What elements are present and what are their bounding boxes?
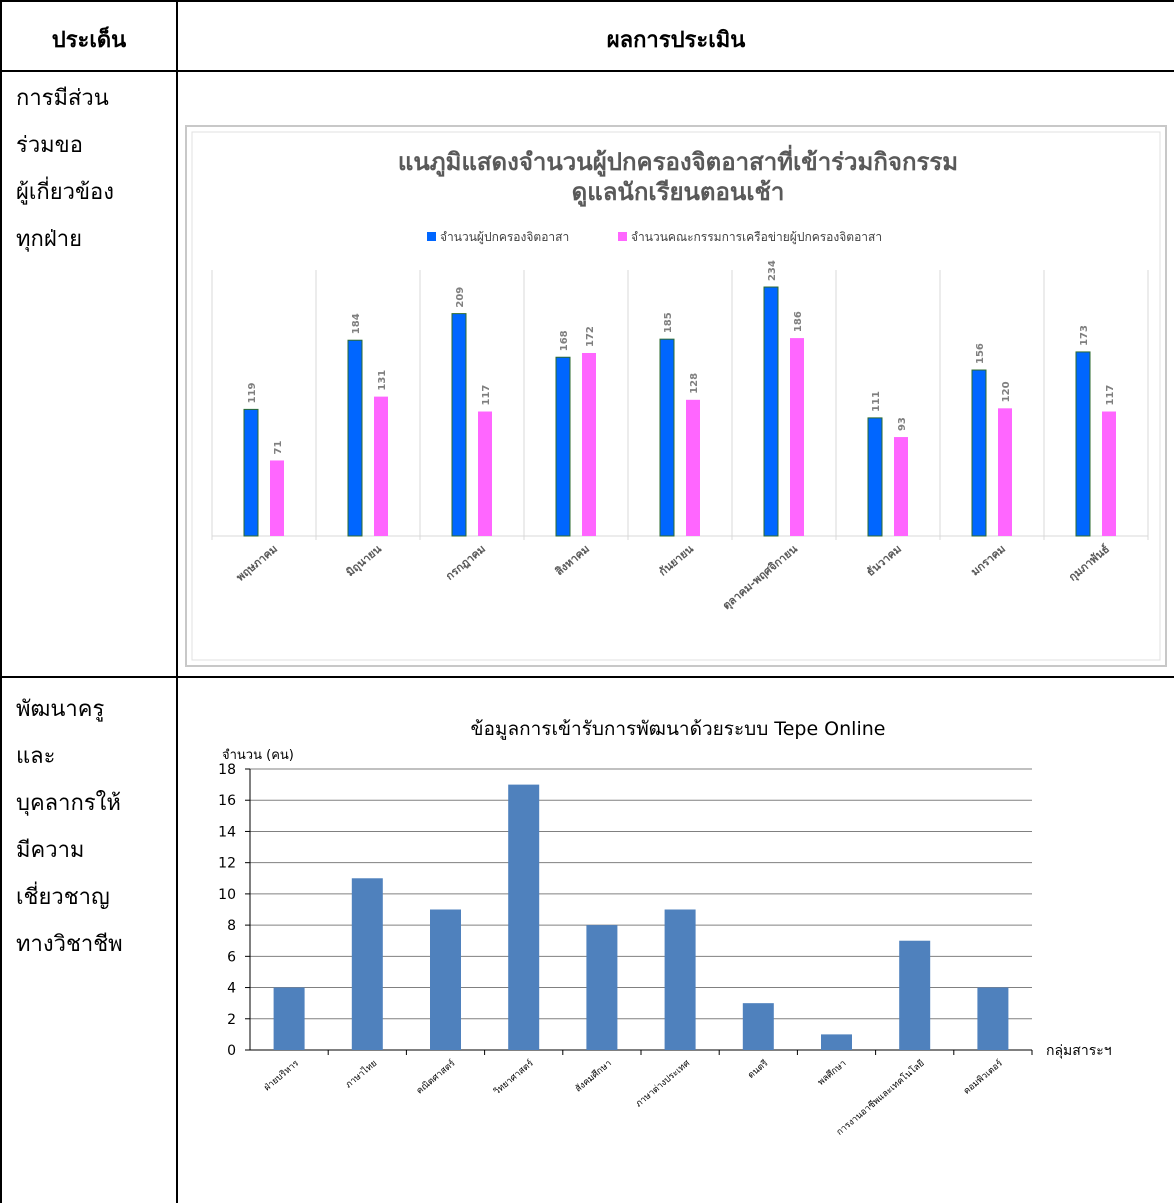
y-axis-label: จำนวน (คน) [222, 748, 294, 763]
legend-swatch-committee [618, 232, 627, 241]
bar-parents [555, 356, 571, 537]
data-label: 184 [351, 313, 362, 334]
bar [351, 878, 383, 1050]
chart-title: ข้อมูลการเข้ารับการพัฒนาด้วยระบบ Tepe On… [471, 718, 886, 740]
row-label-line: ร่วมขอ [16, 133, 83, 158]
row-label-line: พัฒนาครู [16, 697, 105, 722]
category-label: พลศึกษา [816, 1058, 849, 1088]
bar [664, 909, 696, 1050]
chart-title-line-1: แนภูมิแสดงจำนวนผู้ปกครองจิตอาสาที่เข้าร่… [398, 144, 958, 177]
chart-title-line-2: ดูแลนักเรียนตอนเช้า [572, 178, 785, 207]
table-border-top [0, 0, 1174, 2]
bar [899, 940, 931, 1050]
bar [977, 987, 1009, 1050]
data-label: 120 [1001, 381, 1012, 402]
category-label: คณิตศาสตร์ [414, 1057, 458, 1097]
bar-parents [243, 408, 259, 537]
category-label: ดนตรี [746, 1058, 771, 1081]
row-label-line: บุคลากรให้ [16, 791, 121, 816]
bar-parents [659, 338, 675, 537]
bar [430, 909, 461, 1050]
category-label: ภาษาต่างประเทศ [634, 1058, 692, 1109]
row-label-participation: การมีส่วน ร่วมขอ ผู้เกี่ยวข้อง ทุกฝ่าย [16, 75, 176, 263]
y-tick-label: 16 [218, 793, 236, 809]
category-label: การงานอาชีพและเทคโนโลยี [834, 1058, 926, 1138]
bar [586, 925, 618, 1050]
table-column-divider [176, 0, 178, 1203]
bar-parents [347, 339, 363, 537]
category-label: ภาษาไทย [343, 1058, 379, 1091]
legend-label-committee: จำนวนคณะกรรมการเครือข่ายผู้ปกครองจิตอาสา [631, 230, 882, 245]
category-label: วิทยาศาสตร์ [491, 1057, 536, 1097]
bar-committee [790, 338, 804, 536]
bar-parents [1075, 351, 1091, 537]
data-label: 234 [767, 260, 778, 281]
bar [742, 1003, 774, 1050]
y-tick-label: 0 [227, 1043, 236, 1059]
bar-committee [270, 460, 284, 536]
data-label: 209 [455, 287, 466, 308]
bar-parents [867, 417, 883, 537]
row-label-line: และ [16, 744, 56, 769]
chart-frame [185, 125, 1167, 667]
data-label: 172 [585, 326, 596, 347]
y-tick-label: 10 [218, 887, 236, 903]
table-header-divider [0, 70, 1174, 72]
y-tick-label: 12 [218, 856, 236, 872]
table-border-left [0, 0, 2, 1203]
bar-committee [374, 396, 388, 536]
y-tick-label: 18 [218, 762, 236, 778]
bar-parents [763, 286, 779, 537]
data-label: 117 [1105, 385, 1116, 406]
bar-committee [894, 437, 908, 536]
data-label: 71 [273, 440, 284, 454]
x-axis-label: กลุ่มสาระฯ [1046, 1043, 1112, 1059]
y-tick-label: 4 [227, 981, 236, 997]
category-label: คอมพิวเตอร์ [961, 1057, 1005, 1097]
row-label-line: มีความ [16, 838, 85, 863]
data-label: 156 [975, 343, 986, 364]
bar-committee [686, 399, 700, 536]
bar-committee [1102, 411, 1116, 536]
data-label: 186 [793, 311, 804, 332]
bar-parents [971, 369, 987, 537]
y-tick-label: 2 [227, 1012, 236, 1028]
bar-committee [998, 408, 1012, 536]
y-tick-label: 6 [227, 949, 236, 965]
row-label-line: ทุกฝ่าย [16, 227, 82, 252]
row-label-line: เชี่ยวชาญ [16, 885, 110, 910]
row-label-teacher-development: พัฒนาครู และ บุคลากรให้ มีความ เชี่ยวชาญ… [16, 686, 176, 968]
data-label: 131 [377, 370, 388, 391]
data-label: 168 [559, 330, 570, 351]
parent-volunteer-chart: แนภูมิแสดงจำนวนผู้ปกครองจิตอาสาที่เข้าร่… [185, 125, 1167, 667]
row-label-line: การมีส่วน [16, 86, 109, 111]
data-label: 128 [689, 373, 700, 394]
column-header-result: ผลการประเมิน [606, 28, 746, 53]
data-label: 117 [481, 385, 492, 406]
category-label: ฝ่ายบริหาร [262, 1058, 301, 1094]
tepe-online-chart: ข้อมูลการเข้ารับการพัฒนาด้วยระบบ Tepe On… [218, 718, 1112, 1138]
bar-committee [478, 411, 492, 536]
category-label: สังคมศึกษา [573, 1058, 614, 1095]
legend-label-parents: จำนวนผู้ปกครองจิตอาสา [440, 230, 569, 245]
data-label: 119 [247, 382, 258, 403]
bar [273, 987, 305, 1050]
y-tick-label: 8 [227, 918, 236, 934]
bar [508, 784, 540, 1050]
legend-swatch-parents [427, 232, 436, 241]
y-tick-label: 14 [218, 824, 236, 840]
row-label-line: ผู้เกี่ยวข้อง [16, 180, 114, 205]
data-label: 93 [897, 417, 908, 431]
data-label: 185 [663, 312, 674, 333]
table-row-divider [0, 676, 1174, 678]
row-label-line: ทางวิชาชีพ [16, 932, 123, 957]
data-label: 173 [1079, 325, 1090, 346]
bar-committee [582, 352, 596, 536]
bar-parents [451, 313, 467, 537]
chart-frame-inner [191, 131, 1161, 661]
bar [821, 1034, 852, 1050]
data-label: 111 [871, 391, 882, 412]
column-header-topic: ประเด็น [51, 28, 127, 53]
